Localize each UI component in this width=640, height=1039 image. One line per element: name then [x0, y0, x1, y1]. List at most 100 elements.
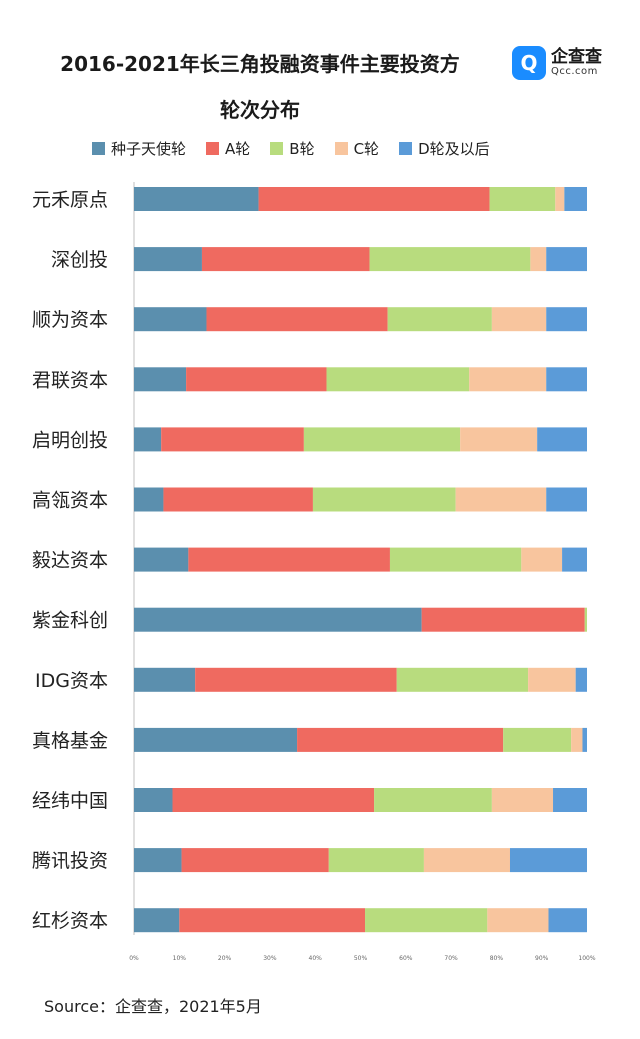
category-label: 君联资本	[32, 369, 108, 391]
bar-segment	[206, 307, 388, 332]
bar-segment	[195, 667, 397, 692]
bar-segment	[258, 187, 490, 211]
bar-segment	[571, 727, 583, 752]
bar-segment	[584, 607, 587, 632]
bar-segment	[374, 788, 492, 812]
qcc-logo: Q 企查查 Qcc.com	[512, 46, 602, 80]
bar-segment	[548, 908, 587, 933]
x-tick-label: 90%	[535, 955, 549, 962]
category-label: 毅达资本	[32, 550, 108, 572]
legend-label: 种子天使轮	[111, 140, 187, 158]
bar-segment	[312, 487, 456, 512]
x-tick-label: 40%	[309, 955, 323, 962]
bar-segment	[179, 908, 366, 933]
category-label: 真格基金	[32, 730, 108, 752]
category-label: 深创投	[51, 249, 108, 271]
bar-segment	[562, 547, 587, 572]
legend-item: 种子天使轮	[92, 138, 186, 159]
bar-segment	[530, 247, 547, 272]
legend-swatch	[334, 142, 348, 155]
bar-segment	[365, 908, 488, 933]
bar-segment	[201, 247, 370, 272]
x-tick-label: 20%	[218, 955, 232, 962]
bar-segment	[134, 908, 180, 933]
legend-swatch	[92, 142, 105, 155]
legend-swatch	[206, 142, 220, 155]
category-label: 顺为资本	[32, 309, 108, 331]
category-label: 红杉资本	[32, 910, 108, 932]
bar-segment	[546, 247, 587, 272]
bar-segment	[546, 487, 587, 512]
category-label: 腾讯投资	[32, 850, 108, 872]
bar-segment	[389, 547, 522, 572]
x-tick-label: 70%	[444, 955, 458, 962]
bar-segment	[297, 727, 504, 752]
chart-title-line2: 轮次分布	[220, 98, 300, 122]
bar-segment	[134, 427, 162, 452]
bar-segment	[423, 848, 510, 873]
legend-label: B轮	[289, 140, 315, 158]
bar-segment	[161, 427, 304, 452]
source-note: Source：企查查，2021年5月	[44, 997, 262, 1016]
category-label: IDG资本	[35, 670, 108, 692]
x-tick-label: 0%	[129, 955, 139, 962]
x-tick-label: 60%	[399, 955, 413, 962]
bar-segment	[460, 427, 538, 452]
qcc-logo-icon: Q	[512, 46, 546, 80]
bar-segment	[387, 307, 492, 332]
bar-segment	[134, 727, 298, 752]
bar-segment	[421, 607, 585, 632]
bar-segment	[134, 487, 164, 512]
category-label: 经纬中国	[32, 790, 108, 812]
bar-segment	[172, 788, 375, 812]
bar-segment	[528, 667, 576, 692]
logo-url: Qcc.com	[551, 65, 598, 77]
bar-segment	[163, 487, 313, 512]
chart-legend: 种子天使轮 A轮 B轮 C轮 D轮及以后	[92, 138, 490, 159]
legend-label: D轮及以后	[418, 140, 490, 158]
bar-segment	[487, 908, 549, 933]
legend-item: D轮及以后	[399, 138, 490, 159]
category-label: 启明创投	[32, 429, 108, 451]
bar-segment	[134, 307, 207, 332]
bar-segment	[134, 848, 182, 873]
x-tick-label: 100%	[578, 955, 595, 962]
legend-swatch	[399, 142, 413, 155]
x-tick-label: 30%	[263, 955, 277, 962]
category-label: 元禾原点	[32, 189, 108, 211]
bar-segment	[134, 247, 202, 272]
category-label: 高瓴资本	[32, 490, 108, 512]
bar-segment	[328, 848, 424, 873]
bar-segment	[582, 727, 587, 752]
bar-segment	[186, 367, 327, 392]
bar-segment	[134, 367, 187, 392]
bar-segment	[134, 667, 196, 692]
logo-name: 企查查	[551, 46, 602, 67]
bar-segment	[521, 547, 563, 572]
bar-segment	[491, 307, 547, 332]
bar-segment	[134, 547, 189, 572]
bar-segment	[181, 848, 329, 873]
bar-segment	[491, 788, 554, 812]
bar-segment	[188, 547, 390, 572]
bar-segment	[537, 427, 587, 452]
bar-segment	[134, 788, 173, 812]
bar-segment	[546, 307, 587, 332]
bar-segment	[469, 367, 547, 392]
x-tick-label: 80%	[490, 955, 504, 962]
bar-segment	[564, 187, 587, 211]
x-tick-label: 50%	[354, 955, 368, 962]
bar-segment	[553, 788, 587, 812]
bar-segment	[555, 187, 565, 211]
bar-segment	[575, 667, 587, 692]
bar-segment	[489, 187, 556, 211]
bar-segment	[369, 247, 531, 272]
legend-label: A轮	[225, 140, 251, 158]
bar-segment	[509, 848, 587, 873]
bar-segment	[503, 727, 572, 752]
bar-segment	[326, 367, 470, 392]
bar-segment	[546, 367, 587, 392]
legend-swatch	[270, 142, 284, 155]
bar-segment	[134, 607, 422, 632]
